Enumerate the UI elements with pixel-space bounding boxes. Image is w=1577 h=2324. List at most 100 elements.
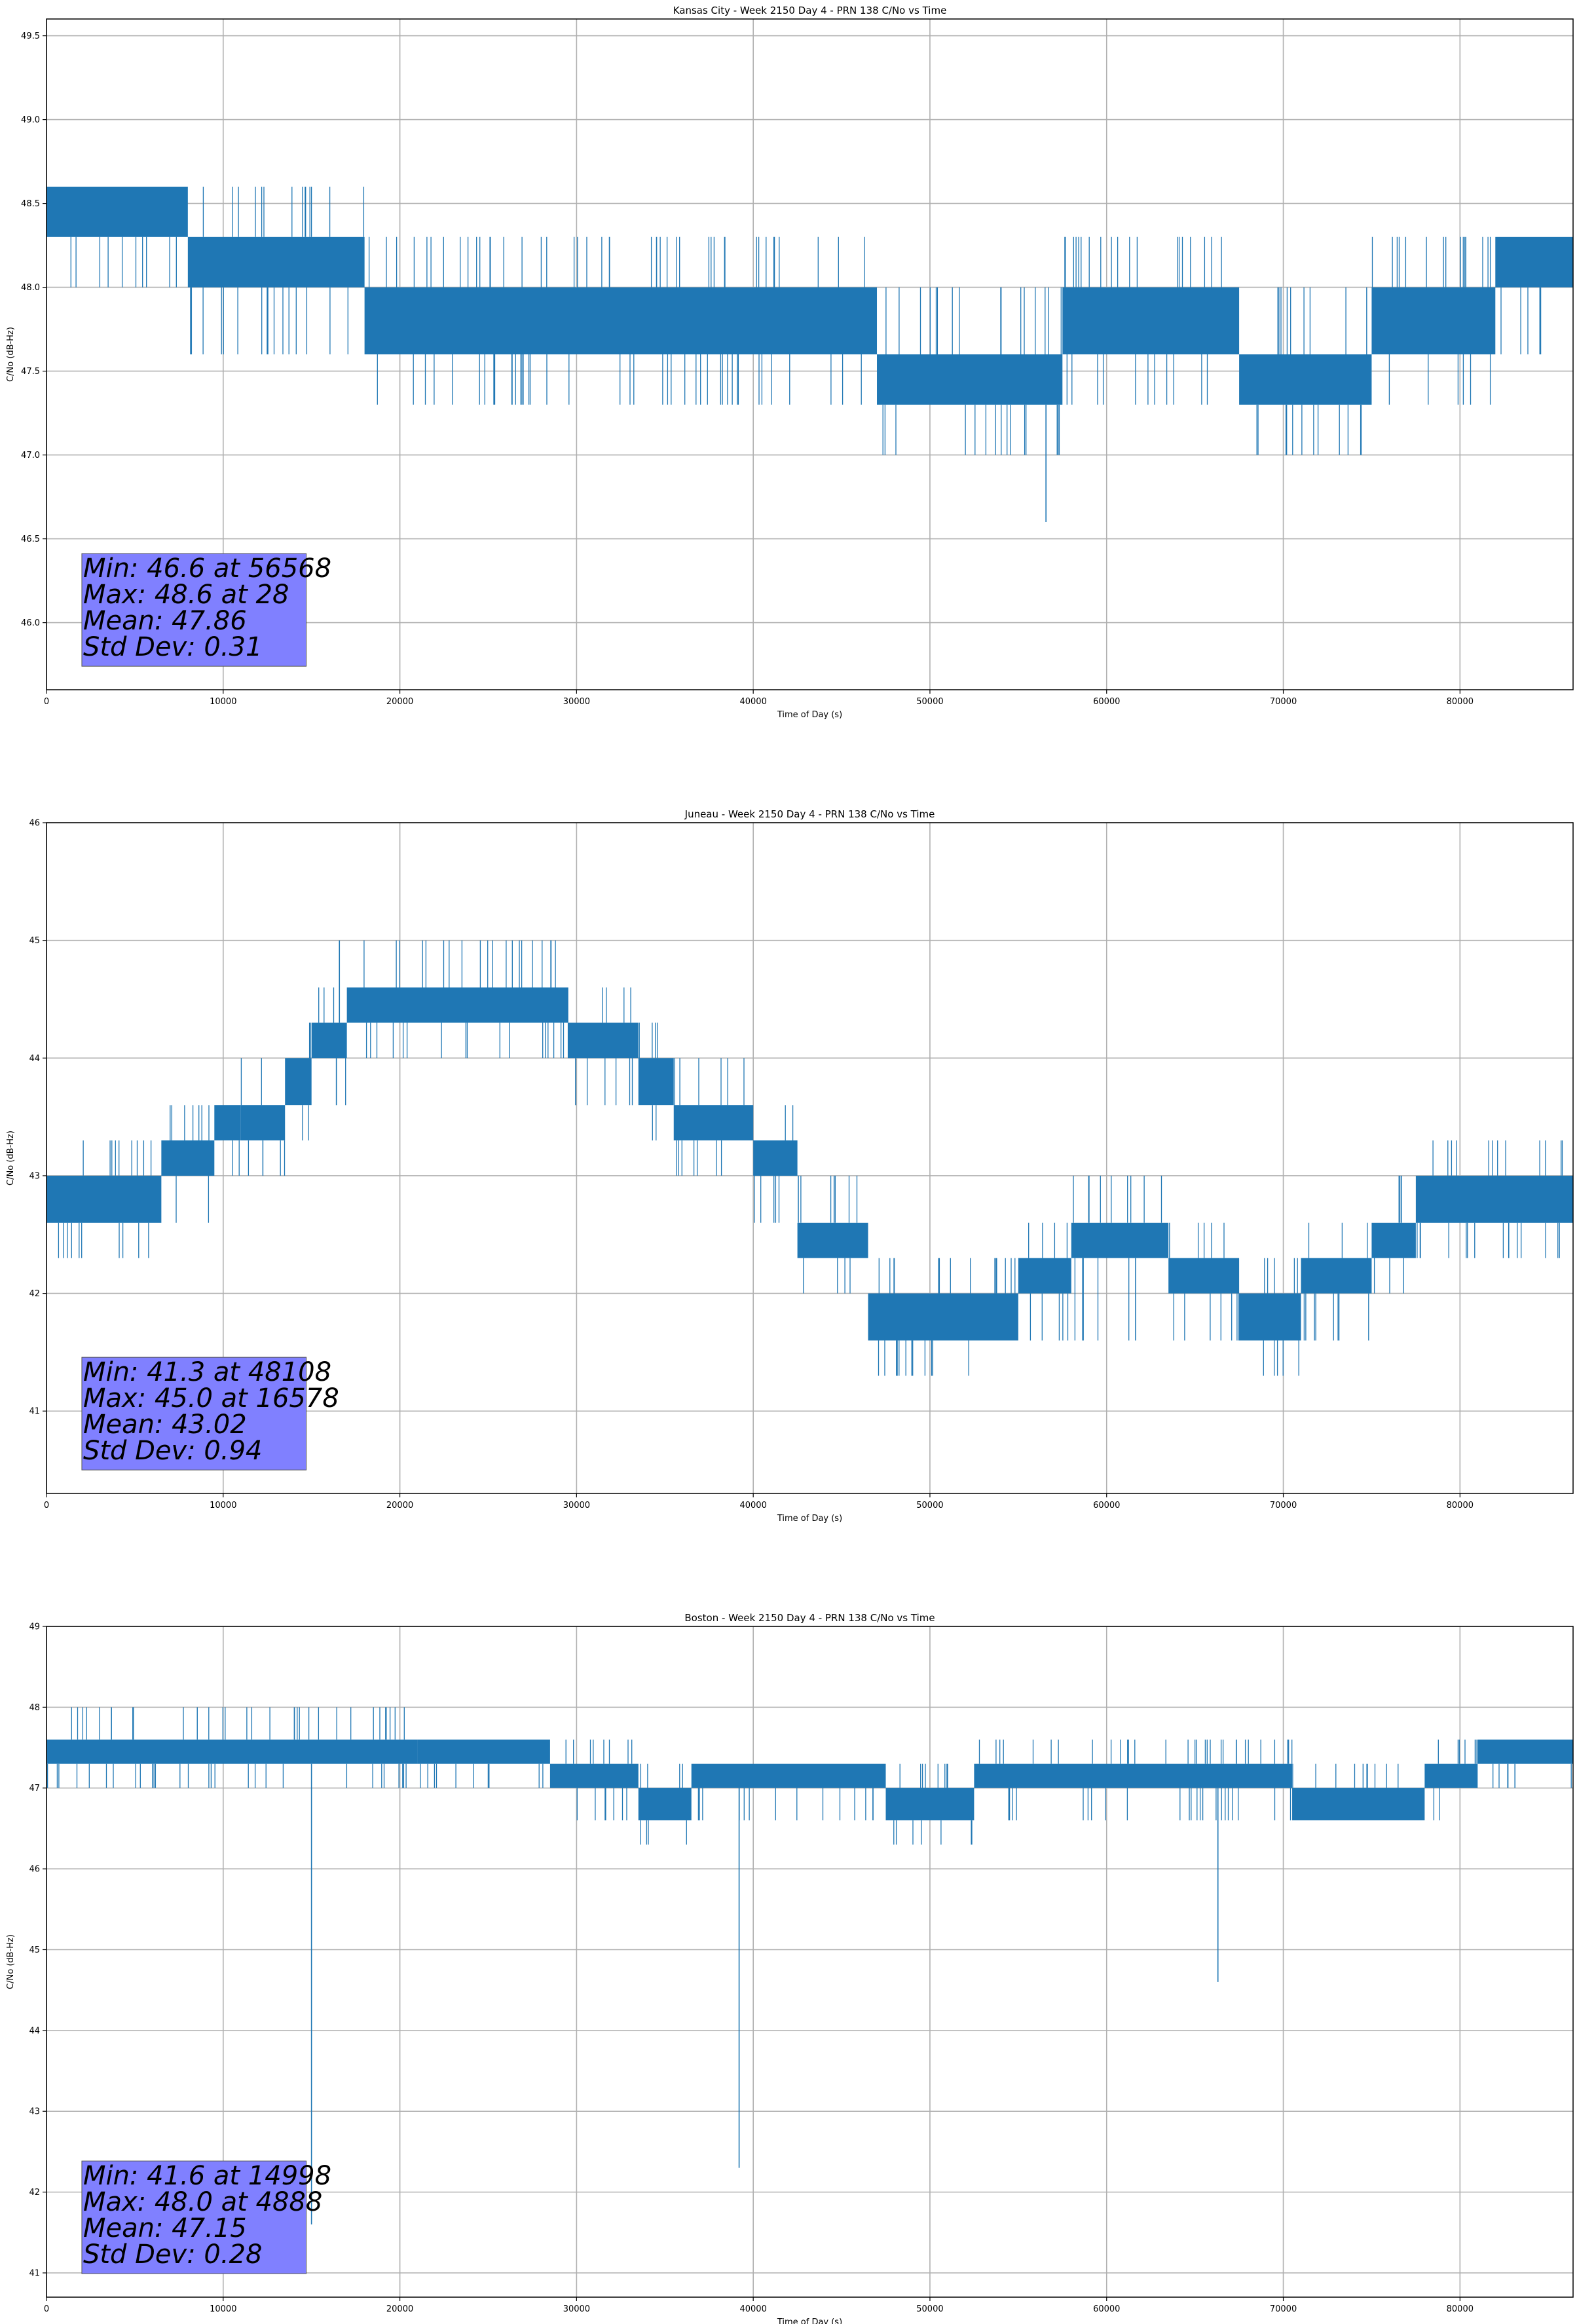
stats-mean: Mean: 43.02	[83, 1410, 247, 1440]
series-band	[1239, 354, 1372, 405]
y-axis-label: C/No (dB-Hz)	[6, 327, 16, 382]
stats-max: Max: 48.0 at 4888	[83, 2187, 322, 2217]
series-spikes	[1373, 1175, 1404, 1294]
x-tick-label: 80000	[1447, 2304, 1474, 2314]
boston-chart: 0 10000 20000 30000 40000 50000 60000 70000 8000…	[6, 1612, 1574, 2324]
y-tick-label: 48	[29, 1703, 40, 1713]
y-axis-ticks: 41 42 43 44 45 46 47 48 49	[29, 1622, 46, 2278]
series-band	[753, 1140, 798, 1176]
y-tick-label: 46.5	[21, 534, 40, 544]
series-spikes	[232, 1140, 240, 1176]
y-tick-label: 45	[29, 936, 40, 946]
juneau-chart: 0 10000 20000 30000 40000 50000 60000 70000 8000…	[6, 808, 1574, 1524]
series-band	[161, 1140, 215, 1176]
series-band	[1301, 1258, 1372, 1294]
x-tick-label: 10000	[210, 2304, 236, 2314]
series-band	[885, 1788, 974, 1821]
series-spikes	[1073, 1175, 1162, 1341]
y-tick-label: 46.0	[21, 618, 40, 628]
stats-max: Max: 45.0 at 16578	[83, 1383, 339, 1414]
series-spikes	[640, 1763, 687, 1845]
series-band	[1477, 1739, 1573, 1764]
y-tick-label: 48.0	[21, 283, 40, 293]
series-band	[1168, 1258, 1240, 1294]
series-band	[691, 1763, 886, 1788]
series-spikes	[1493, 1763, 1572, 1788]
x-tick-label: 10000	[210, 1501, 236, 1510]
series-spikes	[1256, 287, 1367, 455]
series-band	[187, 236, 365, 288]
series-spikes	[1263, 1258, 1299, 1376]
x-tick-label: 60000	[1093, 697, 1120, 707]
series-spikes	[1292, 1763, 1399, 1788]
series-spikes	[878, 1258, 1016, 1376]
y-axis-label: C/No (dB-Hz)	[6, 1934, 16, 1989]
stats-mean: Mean: 47.86	[83, 606, 247, 636]
y-tick-label: 49	[29, 1622, 40, 1632]
series-spikes	[754, 1105, 794, 1223]
x-tick-label: 80000	[1447, 1501, 1474, 1510]
x-tick-label: 0	[44, 1501, 49, 1510]
x-tick-label: 40000	[739, 697, 766, 707]
series-spikes	[1303, 1222, 1369, 1341]
series-spikes	[318, 987, 346, 1106]
series-spikes	[567, 987, 633, 1106]
series-band	[46, 187, 188, 237]
x-axis-ticks: 0 10000 20000 30000 40000 50000 60000 70000 8000…	[44, 2297, 1474, 2314]
x-tick-label: 30000	[563, 697, 590, 707]
stats-std-dev: Std Dev: 0.28	[83, 2240, 263, 2270]
x-tick-label: 80000	[1447, 697, 1474, 707]
y-axis-ticks: 41 42 43 44 45 46	[29, 819, 46, 1417]
stats-box-background	[81, 553, 307, 667]
y-tick-label: 48.5	[21, 199, 40, 209]
x-axis-label: Time of Day (s)	[777, 710, 842, 720]
chart-title: Boston - Week 2150 Day 4 - PRN 138 C/No …	[684, 1612, 935, 1624]
x-tick-label: 60000	[1093, 1501, 1120, 1510]
cno-series-line	[46, 187, 1573, 522]
series-spikes	[882, 287, 1062, 455]
x-tick-label: 30000	[563, 1501, 590, 1510]
kansas-city-chart: 0 10000 20000 30000 40000 50000 60000 70000 8000…	[6, 5, 1574, 720]
x-tick-label: 30000	[563, 2304, 590, 2314]
cno-series-line	[46, 940, 1573, 1376]
series-band	[1071, 1222, 1169, 1258]
series-spikes	[1028, 1222, 1069, 1341]
series-band	[1062, 287, 1240, 354]
x-tick-label: 70000	[1270, 697, 1297, 707]
y-tick-label: 42	[29, 1289, 40, 1299]
x-tick-label: 50000	[916, 1501, 943, 1510]
series-spikes	[170, 1105, 210, 1223]
series-spikes	[1169, 1222, 1240, 1341]
y-tick-label: 47.0	[21, 451, 40, 460]
series-band	[417, 1739, 550, 1764]
x-tick-label: 50000	[916, 697, 943, 707]
y-tick-label: 44	[29, 1054, 40, 1064]
series-band	[1371, 287, 1496, 354]
x-axis-ticks: 0 10000 20000 30000 40000 50000 60000 70000 8000…	[44, 1493, 1474, 1510]
series-spikes	[302, 1022, 311, 1141]
series-spikes	[70, 236, 177, 288]
series-spikes	[674, 1058, 745, 1176]
series-band	[567, 1022, 639, 1059]
y-tick-label: 43	[29, 2107, 40, 2117]
stats-box-background	[81, 2160, 307, 2274]
x-axis-ticks: 0 10000 20000 30000 40000 50000 60000 70000 8000…	[44, 690, 1474, 707]
x-tick-label: 60000	[1093, 2304, 1120, 2314]
series-spikes	[240, 1058, 286, 1176]
cno-series-line	[46, 1707, 1573, 2224]
y-axis-ticks: 46.0 46.5 47.0 47.5 48.0 48.5 49.0 49.5	[21, 31, 46, 628]
series-spikes	[368, 236, 865, 405]
chart-title: Kansas City - Week 2150 Day 4 - PRN 138 …	[673, 5, 947, 16]
series-band	[673, 1105, 754, 1141]
series-spikes	[893, 1763, 973, 1845]
plot-frame	[46, 18, 1574, 690]
series-band	[346, 987, 568, 1023]
series-spikes	[798, 1175, 858, 1294]
y-tick-label: 46	[29, 1865, 40, 1875]
series-band	[868, 1293, 1018, 1341]
plot-frame	[46, 822, 1574, 1494]
y-tick-label: 46	[29, 819, 40, 829]
stats-std-dev: Std Dev: 0.94	[83, 1436, 263, 1466]
series-band	[1415, 1175, 1573, 1223]
